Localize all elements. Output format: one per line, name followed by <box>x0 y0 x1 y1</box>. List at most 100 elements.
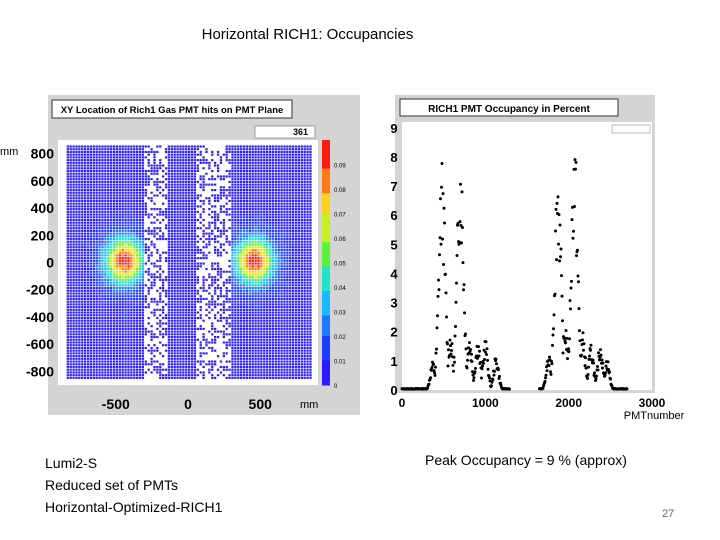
heatmap-cell <box>182 355 185 358</box>
heatmap-cell <box>245 183 249 186</box>
heatmap-cell <box>208 316 211 320</box>
heatmap-cell <box>78 341 81 344</box>
heatmap-cell <box>263 316 266 320</box>
heatmap-cell <box>234 224 237 227</box>
heatmap-cell <box>254 281 257 284</box>
heatmap-cell <box>141 265 145 268</box>
heatmap-cell <box>182 194 185 197</box>
heatmap-cell <box>89 197 93 200</box>
heatmap-cell <box>72 167 75 170</box>
heatmap-cell <box>188 164 191 167</box>
heatmap-cell <box>248 357 251 360</box>
heatmap-cell <box>263 281 266 284</box>
heatmap-cell <box>188 278 191 281</box>
heatmap-cell <box>234 281 237 284</box>
heatmap-cell <box>179 314 182 317</box>
heatmap-cell <box>118 330 121 333</box>
heatmap-cell <box>121 357 124 360</box>
heatmap-cell <box>245 365 249 369</box>
heatmap-cell <box>92 295 95 298</box>
heatmap-cell <box>242 344 246 347</box>
heatmap-cell <box>222 224 225 227</box>
heatmap-cell <box>234 216 237 219</box>
heatmap-cell <box>66 311 69 314</box>
heatmap-cell <box>104 169 107 173</box>
heatmap-cell <box>130 243 133 246</box>
heatmap-cell <box>179 216 182 219</box>
heatmap-cell <box>156 238 159 241</box>
heatmap-cell <box>185 368 188 371</box>
heatmap-cell <box>101 352 104 355</box>
heatmap-cell <box>179 371 182 374</box>
heatmap-cell <box>66 197 69 200</box>
heatmap-cell <box>147 273 150 276</box>
heatmap-cell <box>86 376 90 379</box>
heatmap-cell <box>133 300 136 303</box>
heatmap-cell <box>242 238 246 241</box>
heatmap-cell <box>182 156 185 159</box>
heatmap-cell <box>89 235 93 238</box>
heatmap-cell <box>222 243 225 246</box>
heatmap-cell <box>107 246 110 249</box>
heatmap-cell <box>115 202 119 205</box>
heatmap-cell <box>182 327 185 330</box>
heatmap-cell <box>92 319 95 322</box>
heatmap-cell <box>193 205 197 208</box>
heatmap-cell <box>185 246 188 249</box>
heatmap-cell <box>138 365 142 369</box>
heatmap-cell <box>136 341 139 344</box>
heatmap-cell <box>231 374 234 377</box>
heatmap-cell <box>202 199 205 203</box>
heatmap-cell <box>222 178 225 181</box>
heatmap-cell <box>138 145 142 148</box>
heatmap-cell <box>78 161 81 164</box>
heatmap-cell <box>245 344 249 347</box>
heatmap-cell <box>136 273 139 276</box>
heatmap-cell <box>115 308 119 311</box>
heatmap-cell <box>185 232 188 235</box>
heatmap-cell <box>185 336 188 339</box>
heatmap-cell <box>101 172 104 175</box>
heatmap-cell <box>251 189 254 192</box>
heatmap-cell <box>104 235 107 238</box>
heatmap-cell <box>257 374 260 377</box>
heatmap-cell <box>66 150 69 154</box>
heatmap-cell <box>92 189 95 192</box>
heatmap-cell <box>69 205 72 208</box>
heatmap-cell <box>118 374 121 377</box>
heatmap-cell <box>228 308 231 311</box>
heatmap-cell <box>118 357 121 360</box>
heatmap-cell <box>69 289 72 292</box>
heatmap-cell <box>78 164 81 167</box>
heatmap-cell <box>92 246 95 249</box>
heatmap-cell <box>121 169 124 173</box>
heatmap-cell <box>115 281 119 284</box>
heatmap-cell <box>150 352 153 355</box>
heatmap-cell <box>130 257 133 260</box>
heatmap-cell <box>219 314 223 317</box>
heatmap-cell <box>196 148 199 151</box>
heatmap-cell <box>101 319 104 322</box>
heatmap-cell <box>115 197 119 200</box>
heatmap-cell <box>196 278 199 281</box>
heatmap-cell <box>228 218 231 222</box>
heatmap-cell <box>98 355 101 358</box>
heatmap-cell <box>202 159 205 162</box>
heatmap-cell <box>176 197 179 200</box>
heatmap-cell <box>124 224 127 227</box>
heatmap-cell <box>173 365 176 369</box>
heatmap-cell <box>205 172 208 175</box>
heatmap-cell <box>98 248 101 252</box>
heatmap-cell <box>112 246 116 249</box>
heatmap-cell <box>234 352 237 355</box>
heatmap-cell <box>260 289 263 292</box>
heatmap-cell <box>245 292 249 295</box>
heatmap-cell <box>193 265 197 268</box>
heatmap-cell <box>78 246 81 249</box>
heatmap-cell <box>72 259 75 262</box>
heatmap-cell <box>248 371 251 374</box>
heatmap-cell <box>72 306 75 309</box>
heatmap-cell <box>101 322 104 325</box>
heatmap-cell <box>101 278 104 281</box>
heatmap-cell <box>66 287 69 290</box>
